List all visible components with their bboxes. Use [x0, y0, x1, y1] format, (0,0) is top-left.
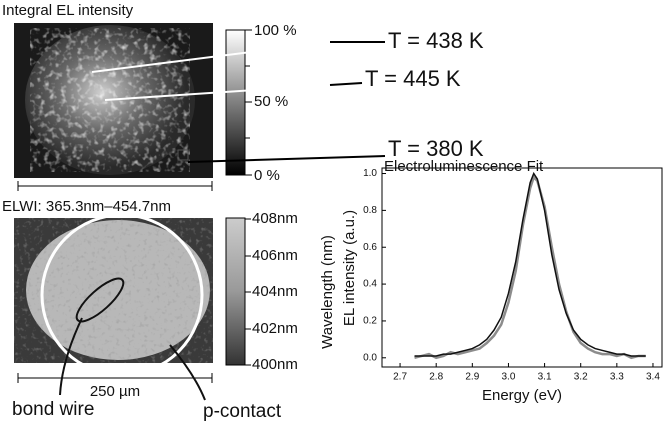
pointer: [169, 344, 206, 401]
colorbar: [225, 29, 246, 176]
x-axis-label: Energy (eV): [482, 387, 562, 404]
colorbar-tick: 404nm: [252, 283, 298, 300]
annotation: p-contact: [203, 401, 282, 422]
colorbar-tick: 400nm: [252, 356, 298, 373]
y-tick-label: 0.0: [363, 352, 377, 363]
x-tick-label: 3.2: [574, 372, 588, 383]
map-title: ELWI: 365.3nm–454.7nm: [2, 198, 171, 215]
x-tick-label: 2.9: [465, 372, 479, 383]
marker: [177, 149, 189, 161]
colorbar-tick: 408nm: [252, 210, 298, 227]
y-tick-label: 0.8: [363, 205, 377, 216]
x-tick-label: 3.0: [501, 372, 515, 383]
map-title: Integral EL intensity: [2, 2, 134, 19]
plot-area: [381, 167, 663, 368]
pointer: [59, 317, 83, 396]
series-line: [414, 171, 646, 357]
y-tick-label: 0.6: [363, 242, 377, 253]
y-tick-label: 1.0: [363, 168, 377, 179]
colorbar-tick: 406nm: [252, 247, 298, 264]
scale-bar-label: 250 µm: [90, 383, 140, 400]
colorbar-label: Wavelength (nm): [319, 235, 336, 349]
temperature-label: T = 380 K: [388, 136, 484, 161]
x-tick-label: 3.4: [646, 372, 660, 383]
wavelength-texture: [14, 218, 213, 363]
colorbar: [225, 217, 246, 366]
y-tick-label: 0.4: [363, 279, 377, 290]
x-tick-label: 3.1: [538, 372, 552, 383]
colorbar-tick: 0 %: [254, 167, 280, 184]
p-contact-circle: [40, 213, 204, 377]
temperature-label: T = 438 K: [388, 28, 484, 53]
colorbar-tick: 402nm: [252, 320, 298, 337]
x-tick-label: 3.3: [610, 372, 624, 383]
chart-layer: 2.7 2.8 2.9 3.0 3.1 3.2 3.3 3.4 0.0 0.2 0.4 0.6 0.8 1…: [363, 168, 660, 382]
colorbar-tick: 100 %: [254, 22, 297, 39]
colorbar-tick: 50 %: [254, 93, 288, 110]
x-tick-label: 2.7: [393, 372, 407, 383]
x-tick-label: 2.8: [429, 372, 443, 383]
bond-wire-outline: [75, 277, 125, 323]
annotation: bond wire: [12, 399, 94, 420]
y-axis-label: EL intensity (a.u.): [341, 210, 358, 326]
temperature-label: T = 445 K: [365, 66, 461, 91]
y-tick-label: 0.2: [363, 316, 377, 327]
chart-title: Electroluminescence Fit: [384, 158, 544, 175]
